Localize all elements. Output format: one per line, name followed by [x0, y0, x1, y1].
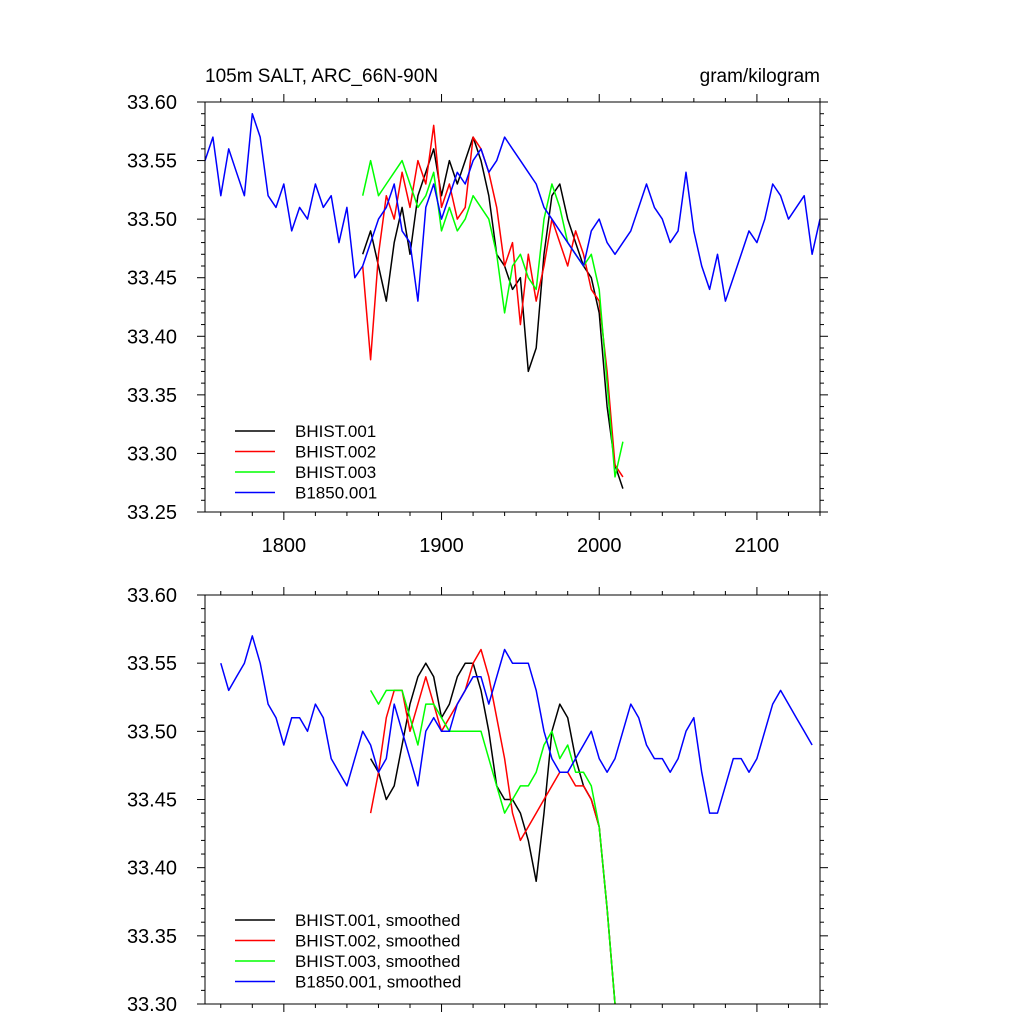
legend-label: BHIST.003: [295, 463, 376, 482]
tick-labels-layer: 33.25 33.30 33.35 33.40 33.45 33.50 33.55 33.60…: [127, 92, 779, 557]
legend-label: BHIST.001: [295, 422, 376, 441]
ticks-layer: [197, 587, 828, 1012]
series-line-bhist-002-smoothed: [369, 648, 616, 1004]
legend-label: B1850.001: [295, 484, 377, 503]
series-line-bhist-002: [361, 124, 624, 478]
y-tick-label: 33.30: [127, 443, 177, 465]
legend-label: BHIST.002: [295, 443, 376, 462]
legend-item-b1850-001: B1850.001: [235, 484, 377, 503]
y-tick-label: 33.40: [127, 326, 177, 348]
lower-panel: 33.30 33.35 33.40 33.45 33.50 33.55 33.60 BHIS…: [127, 585, 828, 1016]
y-tick-label: 33.60: [127, 585, 177, 607]
legend-item-bhist-002: BHIST.002: [235, 443, 376, 462]
x-tick-label: 1900: [419, 535, 464, 557]
y-tick-label: 33.50: [127, 209, 177, 231]
ticks-layer: [197, 94, 828, 520]
plot-frame: [204, 594, 821, 1005]
legend-item-bhist-003-smoothed: BHIST.003, smoothed: [235, 952, 460, 971]
y-tick-label: 33.40: [127, 858, 177, 880]
legend-label: BHIST.003, smoothed: [295, 952, 460, 971]
tick-labels-layer: 33.30 33.35 33.40 33.45 33.50 33.55 33.60: [127, 585, 177, 1016]
y-tick-label: 33.25: [127, 502, 177, 524]
legend-item-bhist-002-smoothed: BHIST.002, smoothed: [235, 932, 460, 951]
y-tick-label: 33.35: [127, 385, 177, 407]
legend-item-bhist-001-smoothed: BHIST.001, smoothed: [235, 911, 460, 930]
x-tick-label: 1800: [262, 535, 307, 557]
series-layer: [220, 635, 813, 1004]
y-tick-label: 33.45: [127, 268, 177, 290]
legend-label: B1850.001, smoothed: [295, 973, 461, 992]
y-tick-label: 33.45: [127, 790, 177, 812]
legend-label: BHIST.001, smoothed: [295, 911, 460, 930]
y-tick-label: 33.50: [127, 721, 177, 743]
units-label: gram/kilogram: [700, 66, 820, 87]
legend-item-bhist-001: BHIST.001: [235, 422, 376, 441]
series-line-b1850-001: [205, 112, 820, 302]
plot-frame: [204, 101, 821, 513]
legend: BHIST.001, smoothed BHIST.002, smoothedBH…: [235, 911, 461, 992]
series-line-bhist-001: [361, 136, 624, 489]
y-tick-label: 33.30: [127, 994, 177, 1016]
y-tick-label: 33.55: [127, 151, 177, 173]
series-line-bhist-001-smoothed: [369, 662, 616, 1004]
x-tick-label: 2000: [577, 535, 622, 557]
series-line-bhist-003-smoothed: [369, 689, 616, 1004]
legend-item-bhist-003: BHIST.003: [235, 463, 376, 482]
y-tick-label: 33.55: [127, 653, 177, 675]
upper-panel: 105m SALT, ARC_66N-90N gram/kilogram 33.…: [127, 66, 828, 557]
y-tick-label: 33.60: [127, 92, 177, 114]
y-tick-label: 33.35: [127, 926, 177, 948]
series-layer: [205, 112, 820, 489]
series-line-b1850-001-smoothed: [220, 635, 813, 814]
chart-title: 105m SALT, ARC_66N-90N: [205, 66, 438, 87]
legend-label: BHIST.002, smoothed: [295, 932, 460, 951]
legend-item-b1850-001-smoothed: B1850.001, smoothed: [235, 973, 461, 992]
x-tick-label: 2100: [735, 535, 780, 557]
